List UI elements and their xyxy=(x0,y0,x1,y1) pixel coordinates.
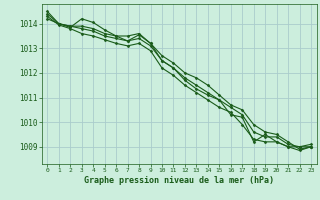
X-axis label: Graphe pression niveau de la mer (hPa): Graphe pression niveau de la mer (hPa) xyxy=(84,176,274,185)
